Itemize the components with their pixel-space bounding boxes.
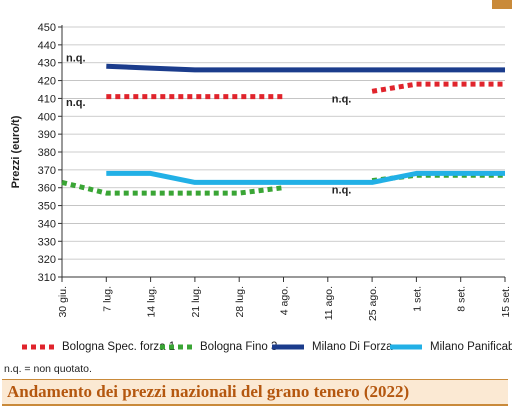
y-tick-label: 320 (38, 254, 56, 266)
annotation-nq: n.q. (66, 52, 86, 64)
corner-tab (492, 0, 512, 9)
x-tick-label: 4 ago. (279, 286, 291, 315)
x-tick-label: 21 lug. (190, 286, 202, 318)
y-tick-label: 370 (38, 165, 56, 177)
grid-lines (62, 26, 505, 278)
footer-title: Andamento dei prezzi nazionali del grano… (7, 382, 410, 401)
annotations: n.q. n.q. n.q. n.q. (66, 52, 351, 196)
annotation-nq: n.q. (66, 97, 86, 109)
annotation-nq: n.q. (332, 185, 352, 197)
x-tick-label: 14 lug. (146, 286, 158, 318)
y-tick-label: 360 (38, 183, 56, 195)
annotation-nq: n.q. (332, 93, 352, 105)
series-line-bologna-fino-3 (61, 179, 284, 196)
legend-label-spec-forza: Bologna Spec. forza 1 (62, 341, 176, 353)
legend-item-di-forza: Milano Di Forza (270, 341, 393, 353)
legend-swatch-di-forza (272, 344, 304, 350)
legend-swatch-spec-forza (22, 344, 54, 350)
x-tick-label: 25 ago. (367, 286, 379, 321)
y-tick-label: 420 (38, 76, 56, 88)
y-tick-label: 310 (38, 272, 56, 284)
x-tick-label: 1 set. (411, 286, 423, 312)
y-tick-label: 380 (38, 147, 56, 159)
legend-item-spec-forza: Bologna Spec. forza 1 (20, 341, 175, 353)
series-line-milano-panificabile (106, 170, 505, 185)
legend-item-fino3: Bologna Fino 3 (158, 341, 277, 353)
legend-swatch-panificabile (390, 344, 422, 350)
y-tick-label: 450 (38, 22, 56, 34)
x-tick-label: 15 set. (500, 286, 512, 318)
footnote: n.q. = non quotato. (4, 363, 92, 375)
series-line-bologna-spec-forza-1 (371, 81, 505, 94)
y-tick-label: 350 (38, 201, 56, 213)
legend-swatch-fino3 (160, 344, 192, 350)
series-line-milano-di-forza (106, 63, 505, 73)
legend-label-fino3: Bologna Fino 3 (200, 341, 278, 353)
y-tick-label: 340 (38, 218, 56, 230)
y-tick-label: 410 (38, 93, 56, 105)
legend-item-panificabile: Milano Panificabile (388, 341, 512, 353)
legend-label-di-forza: Milano Di Forza (312, 341, 393, 353)
x-tick-label: 30 giu. (57, 286, 69, 318)
x-tick-label: 7 lug. (101, 286, 113, 312)
legend-label-panificabile: Milano Panificabile (430, 341, 512, 353)
y-axis-label: Prezzi (euro/t) (10, 115, 22, 188)
x-tick-label: 28 lug. (234, 286, 246, 318)
y-tick-label: 330 (38, 236, 56, 248)
y-tick-label: 390 (38, 129, 56, 141)
y-tick-label: 440 (38, 40, 56, 52)
series-lines (61, 63, 505, 196)
legend: Bologna Spec. forza 1 Bologna Fino 3 Mil… (20, 341, 512, 361)
y-tick-label: 400 (38, 111, 56, 123)
x-tick-label: 8 set. (456, 286, 468, 312)
y-tick-label: 430 (38, 58, 56, 70)
footer-banner: Andamento dei prezzi nazionali del grano… (2, 379, 508, 406)
x-tick-label: 11 ago. (323, 286, 335, 320)
axes: 310 320 330 340 350 360 370 380 390 400 410 420 430 4… (10, 22, 512, 321)
